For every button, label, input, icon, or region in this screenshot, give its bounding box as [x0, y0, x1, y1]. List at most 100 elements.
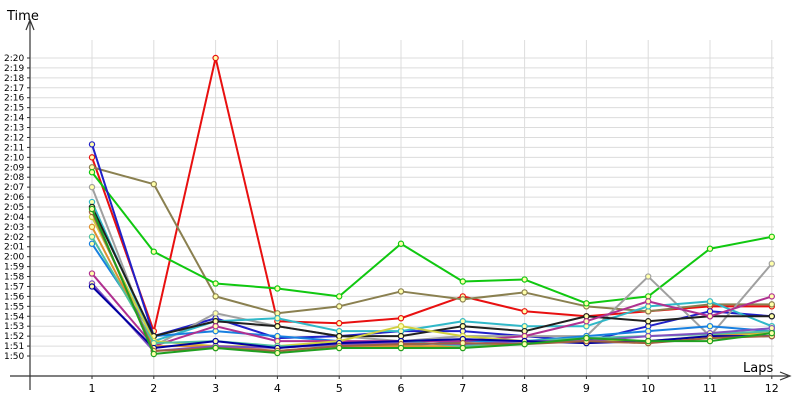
y-tick-label: 2:18 — [4, 74, 24, 84]
y-tick-label: 1:52 — [4, 332, 24, 342]
x-tick-label: 1 — [89, 382, 96, 395]
y-tick-label: 2:15 — [4, 104, 24, 114]
data-point — [212, 344, 219, 352]
data-point — [768, 301, 776, 308]
data-point — [212, 337, 219, 345]
data-point — [521, 289, 528, 296]
y-tick-label: 2:16 — [4, 94, 24, 104]
data-point — [645, 337, 652, 345]
y-tick-label: 1:51 — [4, 342, 24, 352]
x-tick-label: 11 — [703, 382, 717, 395]
data-point — [88, 240, 96, 247]
x-tick-label: 3 — [212, 382, 219, 395]
data-point — [88, 154, 96, 161]
data-point — [459, 344, 466, 352]
series-line — [88, 205, 776, 358]
x-tick-label: 8 — [521, 382, 528, 395]
data-point — [459, 296, 466, 303]
data-point — [521, 276, 528, 283]
data-point — [336, 303, 343, 310]
x-tick-label: 7 — [459, 382, 466, 395]
series-group — [88, 54, 776, 358]
y-axis-arrow — [25, 18, 35, 31]
y-tick-label: 2:12 — [4, 133, 24, 143]
data-point — [645, 318, 652, 325]
y-tick-label: 1:54 — [4, 312, 24, 322]
y-tick-labels: 1:501:511:521:531:541:551:561:571:581:59… — [4, 54, 30, 362]
data-point — [88, 233, 96, 240]
data-point — [150, 180, 157, 188]
x-axis-title: Laps — [743, 361, 773, 376]
data-point — [336, 293, 343, 300]
data-point — [88, 141, 96, 148]
data-point — [645, 298, 652, 305]
y-tick-label: 2:09 — [4, 163, 24, 173]
data-point — [459, 323, 466, 330]
x-tick-label: 4 — [274, 382, 281, 395]
series-path — [91, 208, 772, 356]
data-point — [274, 285, 281, 292]
data-point — [150, 350, 157, 358]
data-point — [397, 240, 405, 247]
series-path — [91, 186, 773, 348]
y-tick-label: 2:14 — [4, 114, 24, 124]
data-point — [397, 288, 405, 295]
y-tick-label: 2:03 — [4, 223, 24, 233]
x-tick-label: 10 — [641, 382, 655, 395]
y-tick-label: 2:08 — [4, 173, 24, 183]
data-point — [768, 313, 776, 320]
data-point — [521, 340, 528, 348]
y-tick-label: 2:13 — [4, 124, 24, 134]
data-point — [274, 349, 281, 357]
x-tick-label: 12 — [765, 382, 779, 395]
y-tick-label: 2:04 — [4, 213, 24, 223]
data-point — [768, 293, 776, 300]
y-tick-label: 2:10 — [4, 153, 24, 163]
data-point — [768, 260, 776, 267]
y-tick-label: 2:11 — [4, 143, 24, 153]
y-tick-label: 1:59 — [4, 263, 24, 273]
axes — [10, 18, 792, 390]
data-point — [521, 308, 528, 315]
data-point — [583, 300, 590, 307]
y-tick-label: 2:19 — [4, 64, 24, 74]
data-point — [397, 323, 405, 330]
data-point — [274, 315, 281, 322]
data-point — [459, 278, 466, 285]
y-tick-label: 2:07 — [4, 183, 24, 193]
y-tick-label: 2:06 — [4, 193, 24, 203]
data-point — [768, 233, 776, 240]
data-point — [88, 270, 96, 277]
data-point — [397, 344, 405, 352]
data-point — [706, 313, 714, 320]
data-point — [88, 283, 96, 290]
x-tick-label: 5 — [336, 382, 343, 395]
data-point — [150, 248, 157, 255]
data-point — [706, 245, 714, 252]
y-tick-label: 2:00 — [4, 253, 24, 263]
data-point — [212, 54, 219, 62]
data-point — [706, 323, 714, 330]
y-tick-label: 2:02 — [4, 233, 24, 243]
data-point — [88, 223, 96, 231]
series-path — [91, 171, 772, 305]
data-point — [583, 318, 590, 325]
y-tick-label: 2:20 — [4, 54, 24, 64]
y-tick-label: 1:57 — [4, 282, 24, 292]
data-point — [212, 310, 219, 317]
x-tick-label: 2 — [150, 382, 157, 395]
y-axis-title: Time — [6, 9, 39, 24]
data-point — [212, 293, 219, 300]
y-tick-label: 1:58 — [4, 273, 24, 283]
y-tick-label: 1:53 — [4, 322, 24, 332]
series-line — [88, 169, 776, 307]
x-tick-labels: 1 2 3 4 5 6 7 8 9 10 11 12 — [89, 376, 779, 395]
y-tick-label: 1:55 — [4, 302, 24, 312]
y-tick-label: 1:50 — [4, 352, 24, 362]
data-point — [274, 323, 281, 330]
y-tick-label: 2:17 — [4, 84, 24, 94]
y-tick-label: 1:56 — [4, 292, 24, 302]
y-tick-label: 2:01 — [4, 243, 24, 253]
data-point — [88, 183, 96, 191]
